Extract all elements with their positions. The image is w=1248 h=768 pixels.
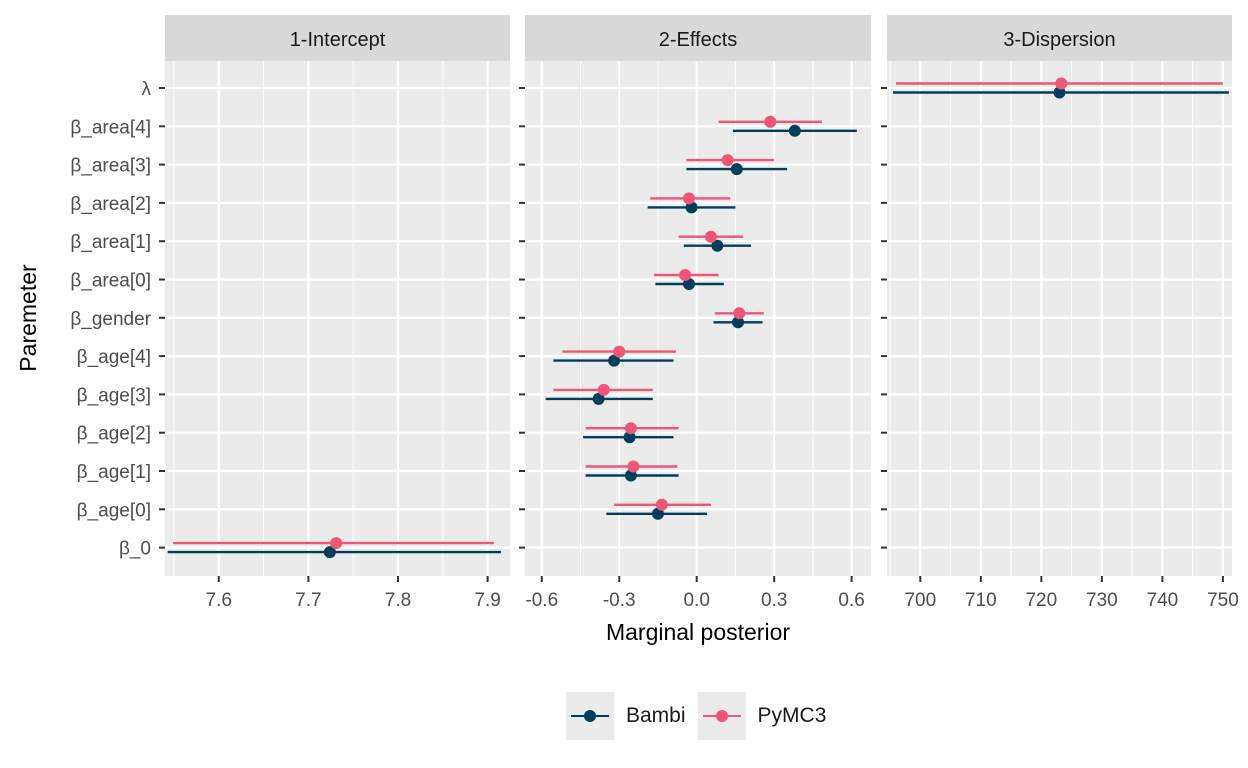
y-tick-label: β_area[1] <box>70 232 151 253</box>
point-bambi-area-1 <box>711 239 724 252</box>
x-tick-label: 720 <box>1025 590 1057 611</box>
facet-3-dispersion: 3-Dispersion 700 710 720 730 740 750 <box>881 15 1239 611</box>
point-pymc3-age-0 <box>655 498 668 511</box>
facet-title: 3-Dispersion <box>1003 29 1115 51</box>
facet-strip <box>165 15 510 61</box>
point-pymc3-area-0 <box>679 269 692 281</box>
point-pymc3-area-1 <box>704 230 717 243</box>
gridlines <box>525 61 871 576</box>
point-pymc3-0 <box>330 537 343 550</box>
point-bambi-area-2 <box>685 201 698 214</box>
point-pymc3-age-4 <box>613 345 626 358</box>
legend-key-bambi <box>566 692 614 740</box>
data-marks <box>893 77 1229 99</box>
x-tick-label: 7.9 <box>474 590 500 611</box>
point-pymc3- <box>1055 77 1068 90</box>
point-bambi-0 <box>323 546 336 559</box>
point-pymc3-age-1 <box>627 460 640 473</box>
point-bambi-age-4 <box>608 354 621 367</box>
x-tick-label: -0.3 <box>603 590 636 611</box>
point-pymc3-area-4 <box>764 115 777 128</box>
y-tick-label: β_age[1] <box>77 462 151 483</box>
data-marks <box>167 537 502 559</box>
point-pymc3-area-3 <box>721 154 734 167</box>
point-pymc3-area-2 <box>682 192 695 205</box>
point-bambi-age-0 <box>651 507 664 520</box>
x-axis: -0.6 -0.3 0.0 0.3 0.6 <box>525 576 865 611</box>
facet-1-intercept: 1-Intercept 7.6 7.7 7.8 7.9 <box>159 15 510 611</box>
x-tick-label: 0.0 <box>683 590 709 611</box>
y-tick-label: λ <box>142 79 152 100</box>
x-tick-label: 750 <box>1207 590 1239 611</box>
y-axis-tick-labels: λ β_area[4] β_area[3] β_area[2] β_area[1] β_a… <box>70 79 151 560</box>
legend-item-pymc3: PyMC3 <box>697 692 827 740</box>
point-bambi-age-3 <box>592 392 605 405</box>
y-tick-label: β_age[0] <box>77 500 151 521</box>
legend-dot-pymc3 <box>715 710 728 722</box>
x-axis: 700 710 720 730 740 750 <box>904 576 1239 611</box>
x-tick-label: 7.7 <box>295 590 321 611</box>
legend-item-bambi: Bambi <box>566 692 686 740</box>
legend: Bambi PyMC3 <box>566 692 838 740</box>
facet-panels: 1-Intercept 7.6 7.7 7.8 7.9 2-Effects -0.6 -0.3… <box>159 15 1239 611</box>
point-bambi-gender <box>732 316 745 329</box>
x-tick-label: 0.6 <box>838 590 864 611</box>
y-tick-label: β_area[3] <box>70 156 151 177</box>
legend-dot-bambi <box>584 710 596 722</box>
y-tick-label: β_gender <box>70 309 151 330</box>
facet-2-effects: 2-Effects -0.6 -0.3 0.0 0.3 0.6 <box>519 15 871 611</box>
x-tick-label: 740 <box>1147 590 1179 611</box>
legend-key-pymc3 <box>697 692 746 740</box>
point-pymc3-age-2 <box>624 422 637 435</box>
y-tick-label: β_age[4] <box>77 347 151 368</box>
facet-strip <box>525 15 871 61</box>
point-pymc3-gender <box>733 307 746 320</box>
x-tick-label: 730 <box>1086 590 1118 611</box>
point-pymc3-age-3 <box>597 383 610 396</box>
x-axis: 7.6 7.7 7.8 7.9 <box>206 576 501 611</box>
y-tick-label: β_area[4] <box>70 117 151 138</box>
point-bambi-area-4 <box>788 124 801 137</box>
facet-title: 1-Intercept <box>290 29 386 51</box>
point-bambi-age-2 <box>623 431 636 444</box>
legend-label-bambi: Bambi <box>626 704 686 727</box>
point-bambi-area-3 <box>730 163 743 176</box>
y-tick-label: β_0 <box>119 539 151 560</box>
x-tick-label: 0.3 <box>761 590 787 611</box>
y-tick-label: β_area[0] <box>70 271 151 292</box>
facet-strip <box>887 15 1232 61</box>
x-tick-label: -0.6 <box>525 590 558 611</box>
x-tick-label: 7.6 <box>206 590 232 611</box>
y-tick-label: β_age[3] <box>77 385 151 406</box>
y-tick-label: β_area[2] <box>70 194 151 215</box>
x-tick-label: 700 <box>904 590 936 611</box>
point-bambi-area-0 <box>682 278 695 290</box>
facet-title: 2-Effects <box>659 29 738 51</box>
y-tick-label: β_age[2] <box>77 424 151 445</box>
legend-label-pymc3: PyMC3 <box>757 704 827 727</box>
y-axis-title: Paremeter <box>15 264 41 372</box>
gridlines <box>165 61 510 576</box>
x-tick-label: 7.8 <box>385 590 411 611</box>
gridlines <box>887 61 1232 576</box>
x-tick-label: 710 <box>965 590 997 611</box>
x-axis-title: Marginal posterior <box>606 619 790 645</box>
point-bambi- <box>1053 86 1066 99</box>
point-bambi-age-1 <box>624 469 637 482</box>
data-marks <box>545 115 857 520</box>
